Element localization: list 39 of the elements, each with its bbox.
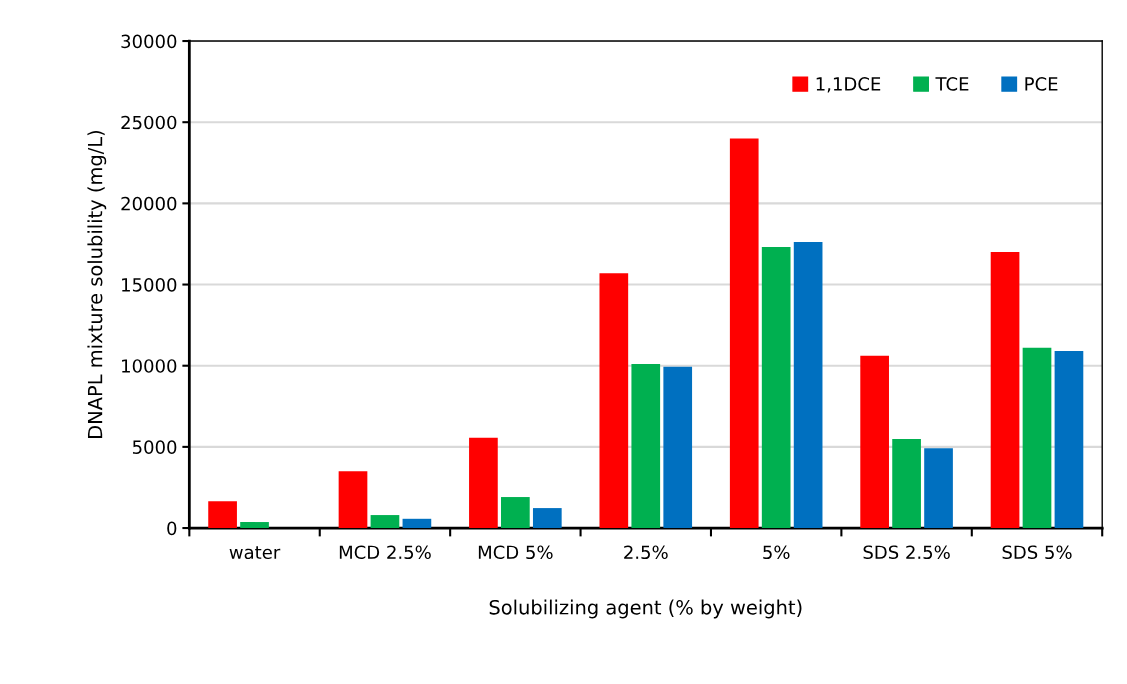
x-tick-label: SDS 5% <box>1002 545 1072 560</box>
bar <box>1054 351 1084 529</box>
y-tick-label: 15000 <box>122 278 177 292</box>
y-tick-label: 10000 <box>122 359 177 373</box>
bar <box>631 364 661 529</box>
bar <box>860 355 889 529</box>
y-tick-label: 0 <box>167 521 177 536</box>
bar <box>402 518 432 529</box>
legend-label: PCE <box>1025 77 1058 91</box>
y-tick-label: 30000 <box>121 34 177 49</box>
bar <box>599 273 629 529</box>
bar <box>370 515 400 529</box>
legend-label: 1,1DCE <box>816 77 881 93</box>
bar <box>240 522 269 529</box>
bar <box>924 448 953 529</box>
y-tick-label: 5000 <box>132 440 177 454</box>
bar <box>793 242 823 529</box>
bar <box>892 439 921 529</box>
bar <box>338 471 368 529</box>
x-tick-label: MCD 2.5% <box>339 545 431 560</box>
bar <box>1022 347 1052 529</box>
x-tick-label: SDS 2.5% <box>863 545 950 560</box>
y-axis-title: DNAPL mixture solubility (mg/L) <box>87 130 107 438</box>
x-axis-title: Solubilizing agent (% by weight) <box>489 599 802 619</box>
bar <box>990 252 1020 529</box>
x-tick-label: MCD 5% <box>478 545 553 560</box>
x-tick-label: water <box>229 546 281 560</box>
x-tick-label: 2.5% <box>624 545 668 560</box>
bar <box>501 497 530 529</box>
bar <box>729 138 759 529</box>
bar <box>208 501 237 529</box>
x-tick-label: 5% <box>763 545 790 560</box>
legend-label: TCE <box>935 77 969 91</box>
bar <box>761 247 791 529</box>
bar <box>469 437 498 529</box>
bar <box>663 366 693 529</box>
y-tick-label: 20000 <box>121 196 177 211</box>
y-tick-label: 25000 <box>121 115 177 130</box>
bar <box>532 508 562 529</box>
